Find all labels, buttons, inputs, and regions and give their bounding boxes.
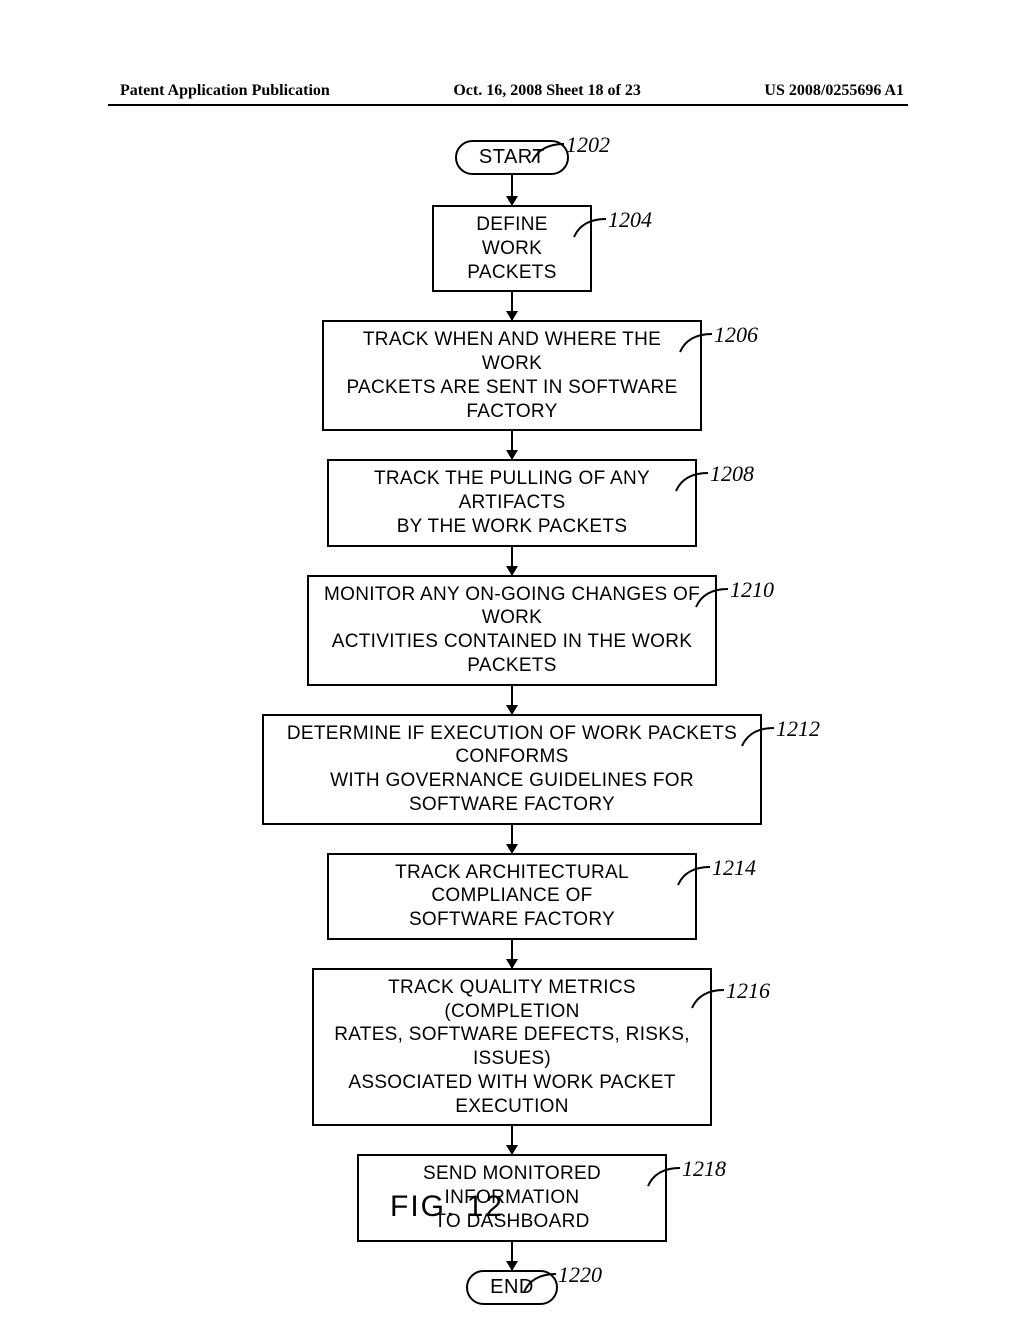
flow-node-n1210: MONITOR ANY ON-GOING CHANGES OF WORKACTI… (307, 575, 717, 686)
process-box: TRACK QUALITY METRICS (COMPLETIONRATES, … (312, 968, 712, 1127)
ref-label: 1206 (714, 322, 758, 348)
process-box: DETERMINE IF EXECUTION OF WORK PACKETS C… (262, 714, 762, 825)
flow-node-n1204: DEFINE WORKPACKETS1204 (432, 205, 592, 292)
flow-arrow-icon (511, 292, 514, 320)
process-box: TRACK ARCHITECTURAL COMPLIANCE OFSOFTWAR… (327, 853, 697, 940)
ref-label: 1220 (558, 1262, 602, 1288)
flow-arrow-icon (511, 547, 514, 575)
process-box: DEFINE WORKPACKETS (432, 205, 592, 292)
flow-node-n1214: TRACK ARCHITECTURAL COMPLIANCE OFSOFTWAR… (327, 853, 697, 940)
flow-arrow-icon (511, 431, 514, 459)
flow-arrow-icon (511, 1126, 514, 1154)
terminal-box: END (466, 1270, 558, 1305)
flow-arrow-icon (511, 175, 514, 205)
header-center: Oct. 16, 2008 Sheet 18 of 23 (453, 82, 641, 100)
header-right: US 2008/0255696 A1 (764, 82, 904, 100)
flow-arrow-icon (511, 1242, 514, 1270)
process-box: TRACK WHEN AND WHERE THE WORKPACKETS ARE… (322, 320, 702, 431)
ref-label: 1204 (608, 207, 652, 233)
figure-label: FIG. 12 (390, 1190, 504, 1224)
flow-node-n1206: TRACK WHEN AND WHERE THE WORKPACKETS ARE… (322, 320, 702, 431)
flow-arrow-icon (511, 686, 514, 714)
ref-label: 1208 (710, 461, 754, 487)
flow-node-n1212: DETERMINE IF EXECUTION OF WORK PACKETS C… (262, 714, 762, 825)
header-rule (108, 104, 908, 106)
flow-node-n1208: TRACK THE PULLING OF ANY ARTIFACTSBY THE… (327, 459, 697, 546)
ref-label: 1210 (730, 577, 774, 603)
flow-arrow-icon (511, 940, 514, 968)
flow-node-n1202: START1202 (455, 140, 569, 175)
flow-node-n1220: END1220 (466, 1270, 558, 1305)
ref-label: 1212 (776, 716, 820, 742)
ref-label: 1202 (566, 132, 610, 158)
page-header: Patent Application Publication Oct. 16, … (0, 82, 1024, 100)
header-left: Patent Application Publication (120, 82, 330, 100)
process-box: MONITOR ANY ON-GOING CHANGES OF WORKACTI… (307, 575, 717, 686)
flowchart-container: START1202DEFINE WORKPACKETS1204TRACK WHE… (0, 140, 1024, 1305)
ref-label: 1218 (682, 1156, 726, 1182)
ref-label: 1214 (712, 855, 756, 881)
terminal-box: START (455, 140, 569, 175)
flow-node-n1216: TRACK QUALITY METRICS (COMPLETIONRATES, … (312, 968, 712, 1127)
ref-label: 1216 (726, 978, 770, 1004)
process-box: TRACK THE PULLING OF ANY ARTIFACTSBY THE… (327, 459, 697, 546)
flow-arrow-icon (511, 825, 514, 853)
